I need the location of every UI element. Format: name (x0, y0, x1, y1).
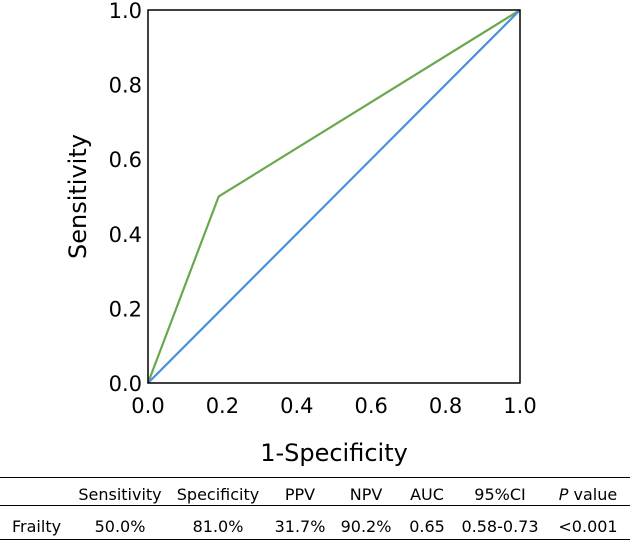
cell-sensitivity: 50.0% (94, 517, 146, 536)
header-p-italic: P (558, 485, 569, 504)
header-specificity: Specificity (176, 485, 260, 504)
header-95ci: 95%CI (474, 485, 526, 504)
row-label-frailty: Frailty (12, 517, 62, 536)
reference-diagonal-line (147, 9, 521, 384)
x-tick-label: 0.4 (280, 394, 313, 418)
x-tick-label: 0.6 (354, 394, 387, 418)
header-auc: AUC (410, 485, 444, 504)
roc-chart: 0.0 0.2 0.4 0.6 0.8 1.0 0.0 0.2 0.4 0.6 0.8 1.0 1-S… (64, 0, 537, 467)
x-tick-label: 0.0 (131, 394, 164, 418)
y-tick-label: 0.4 (109, 223, 142, 247)
cell-95ci: 0.58-0.73 (461, 517, 539, 536)
cell-npv: 90.2% (340, 517, 392, 536)
cell-specificity: 81.0% (192, 517, 244, 536)
x-tick-label: 0.8 (429, 394, 462, 418)
y-tick-label: 0.8 (109, 74, 142, 98)
y-tick-label: 0.0 (109, 372, 142, 396)
table-top-rule (0, 477, 630, 478)
header-p-value: P value (559, 485, 617, 504)
y-tick-label: 0.6 (109, 148, 142, 172)
header-p-rest: value (573, 485, 618, 504)
x-tick-label: 1.0 (503, 394, 536, 418)
y-tick-label: 0.2 (109, 297, 142, 321)
header-ppv: PPV (284, 485, 316, 504)
cell-ppv: 31.7% (274, 517, 326, 536)
x-axis-title: 1-Specificity (260, 439, 408, 467)
header-sensitivity: Sensitivity (78, 485, 162, 504)
y-tick-label: 1.0 (109, 0, 142, 23)
header-npv: NPV (349, 485, 383, 504)
cell-auc: 0.65 (409, 517, 445, 536)
series-layer (146, 9, 521, 384)
table-bottom-rule (0, 539, 630, 540)
plot-frame (147, 9, 521, 384)
y-axis-title: Sensitivity (64, 134, 92, 259)
table-header-rule (0, 505, 630, 506)
tick-layer: 0.0 0.2 0.4 0.6 0.8 1.0 0.0 0.2 0.4 0.6 0.8 1.0 (109, 0, 537, 418)
roc-curve-line (146, 9, 521, 384)
x-tick-label: 0.2 (206, 394, 239, 418)
cell-p-value: <0.001 (558, 517, 618, 536)
